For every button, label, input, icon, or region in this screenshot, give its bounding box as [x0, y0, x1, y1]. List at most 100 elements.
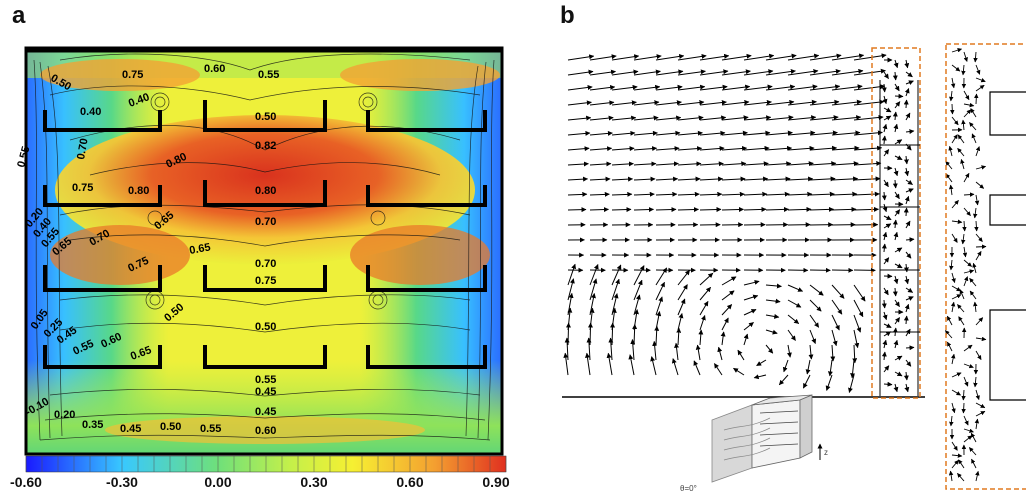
contour-label: 0.75	[72, 182, 93, 194]
zoomed-velocity-vector	[950, 301, 956, 313]
contour-label: 0.45	[255, 386, 276, 398]
velocity-vector	[608, 337, 614, 361]
velocity-vector	[721, 176, 746, 182]
zoomed-velocity-vector	[950, 77, 956, 89]
zoomed-velocity-vector	[950, 353, 956, 365]
zoomed-velocity-vector	[951, 389, 961, 396]
velocity-vector	[699, 176, 724, 182]
velocity-vector	[677, 298, 686, 316]
velocity-vector	[903, 315, 909, 325]
inset-geometry-diagram: z θ=0°	[680, 394, 828, 493]
zoomed-velocity-vector	[963, 344, 973, 352]
zoomed-velocity-vector	[957, 304, 965, 313]
zoomed-velocity-vector	[963, 428, 974, 433]
velocity-vector	[831, 99, 862, 106]
zoomed-velocity-vector	[961, 64, 966, 76]
contour-label: 0.50	[160, 421, 181, 433]
velocity-vector	[850, 359, 856, 379]
contour-label: 0.60	[204, 63, 225, 75]
velocity-vector	[892, 71, 898, 81]
velocity-vector	[893, 339, 899, 349]
zoomed-velocity-vector	[972, 207, 978, 219]
zoomed-velocity-vector	[946, 315, 953, 326]
velocity-vector	[699, 145, 725, 151]
velocity-vector	[611, 264, 622, 286]
velocity-vector	[904, 303, 910, 313]
inset-angle-label: θ=0°	[680, 484, 697, 493]
zoomed-velocity-vector	[963, 192, 975, 197]
contour-label: 0.20	[54, 409, 75, 421]
velocity-vector	[677, 100, 705, 106]
zoomed-velocity-vector	[957, 147, 965, 157]
velocity-vector	[699, 130, 726, 136]
velocity-vector	[721, 161, 747, 167]
zoomed-velocity-vector	[951, 134, 958, 144]
velocity-vector	[733, 367, 745, 376]
zoomed-velocity-vector	[963, 269, 975, 274]
velocity-vector	[787, 329, 796, 341]
zoomed-velocity-vector	[970, 432, 977, 443]
zoomed-velocity-vector	[951, 372, 962, 378]
velocity-vector	[677, 53, 707, 61]
zoomed-velocity-vector	[969, 277, 977, 287]
velocity-vector	[630, 339, 636, 361]
velocity-vector	[831, 115, 862, 121]
velocity-vector	[903, 263, 909, 273]
velocity-vector	[743, 176, 769, 182]
contour-label: 0.45	[255, 406, 276, 418]
zoomed-velocity-vector	[968, 447, 977, 456]
velocity-vector	[853, 114, 884, 121]
velocity-vector	[677, 161, 702, 167]
velocity-vector	[567, 161, 589, 167]
zoomed-velocity-vector	[975, 402, 986, 409]
velocity-vector	[787, 161, 814, 167]
zoomed-velocity-vector	[948, 470, 954, 482]
contour-label: 0.55	[200, 423, 221, 435]
zoomed-velocity-vector	[961, 119, 966, 131]
velocity-vector	[633, 84, 661, 91]
velocity-vector	[655, 146, 680, 152]
velocity-vector	[743, 309, 757, 316]
velocity-vector	[903, 207, 909, 217]
contour-label: 0.70	[75, 137, 91, 160]
panel-a-label: a	[12, 2, 26, 29]
velocity-vector	[655, 115, 682, 121]
velocity-vector	[882, 339, 888, 349]
velocity-vector	[677, 115, 704, 121]
zoomed-velocity-vector	[975, 244, 987, 249]
velocity-vector	[652, 340, 658, 361]
zoomed-velocity-vector	[973, 376, 978, 388]
velocity-vector	[787, 299, 802, 308]
velocity-vector	[893, 231, 899, 241]
velocity-vector	[787, 115, 817, 121]
zoomed-velocity-vector	[969, 122, 977, 131]
zoomed-velocity-vector	[971, 133, 977, 144]
velocity-vector	[881, 191, 887, 201]
velocity-vector	[894, 263, 903, 269]
velocity-vector	[905, 129, 915, 135]
velocity-vector	[721, 69, 751, 76]
velocity-vector	[881, 299, 887, 309]
zoomed-velocity-vector	[969, 290, 977, 300]
velocity-vector	[699, 161, 724, 167]
zoomed-velocity-vector	[951, 441, 958, 451]
zoomed-velocity-vector	[971, 458, 977, 469]
velocity-vector	[883, 257, 890, 265]
velocity-vector	[831, 299, 843, 315]
velocity-vector	[809, 53, 842, 61]
velocity-vector	[765, 176, 791, 182]
velocity-vector	[893, 275, 899, 285]
velocity-vector	[655, 54, 685, 61]
zoomed-velocity-vector	[975, 181, 985, 189]
zoomed-velocity-vector	[975, 84, 985, 92]
velocity-vector	[904, 383, 910, 393]
velocity-vector	[787, 130, 816, 136]
velocity-vector	[904, 88, 910, 97]
zoomed-panel-frame	[945, 43, 1026, 490]
contour-label: 0.80	[128, 185, 149, 197]
zoomed-velocity-vector	[951, 116, 959, 126]
velocity-vector	[611, 278, 620, 301]
velocity-vector	[905, 188, 914, 193]
velocity-vector	[882, 231, 888, 241]
velocity-vector	[720, 331, 726, 346]
